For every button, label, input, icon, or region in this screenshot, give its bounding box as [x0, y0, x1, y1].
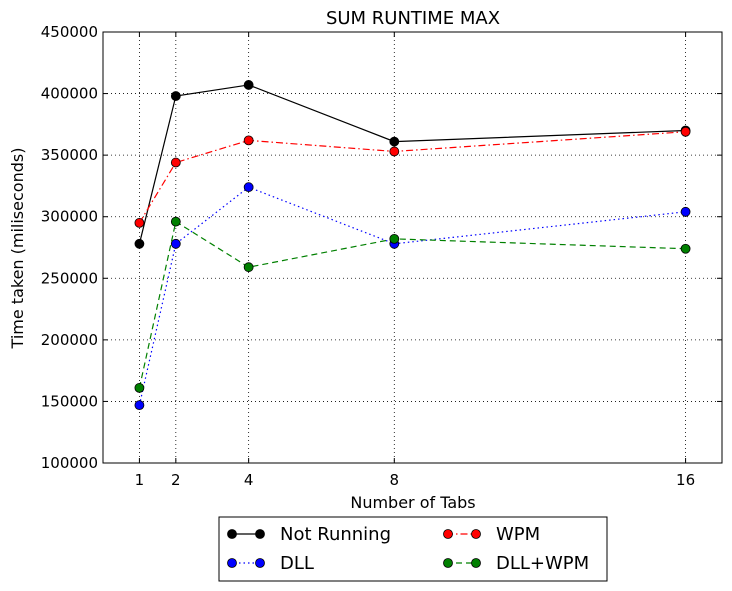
series-wpm	[134, 126, 691, 228]
series-dll-wpm	[134, 216, 691, 393]
data-point	[243, 135, 254, 146]
legend-entry: WPM	[443, 524, 540, 545]
x-tick-label: 2	[171, 471, 181, 489]
data-point	[243, 262, 254, 273]
y-tick-label: 150000	[41, 392, 98, 410]
legend-marker	[255, 529, 265, 539]
legend-frame	[218, 516, 608, 582]
legend-marker	[255, 558, 265, 568]
data-point	[389, 136, 400, 147]
legend-entry: Not Running	[227, 524, 391, 545]
plot-frame	[102, 31, 723, 464]
series-layer	[134, 80, 691, 411]
legend-entry: DLL	[227, 553, 314, 574]
data-point	[134, 238, 145, 249]
y-tick-label: 350000	[41, 146, 98, 164]
series-dll	[134, 182, 691, 411]
y-tick-label: 400000	[41, 85, 98, 103]
y-axis-label: Time taken (miliseconds)	[8, 148, 27, 350]
y-tick-label: 300000	[41, 208, 98, 226]
data-point	[170, 91, 181, 101]
data-point	[134, 400, 145, 411]
x-tick-label: 16	[676, 471, 695, 489]
legend-label: DLL	[280, 553, 314, 574]
data-point	[134, 217, 145, 228]
x-axis-label: Number of Tabs	[350, 493, 475, 512]
legend-marker	[471, 529, 481, 539]
x-tick-label: 8	[390, 471, 400, 489]
legend: Not Running DLL WPM DLL+WPM	[218, 516, 608, 582]
legend-label: DLL+WPM	[496, 553, 589, 574]
series-line	[138, 84, 686, 244]
data-point	[134, 382, 145, 393]
x-tick-label: 1	[135, 471, 145, 489]
data-point	[680, 243, 691, 254]
series-not-running	[134, 80, 691, 249]
series-line	[138, 131, 686, 224]
y-tick-label: 450000	[41, 23, 98, 41]
data-point	[170, 238, 181, 249]
grid	[103, 31, 722, 464]
data-point	[243, 80, 254, 90]
data-point	[680, 126, 691, 137]
x-tick-label: 4	[244, 471, 254, 489]
legend-label: Not Running	[280, 524, 391, 545]
data-point	[680, 206, 691, 217]
legend-label: WPM	[496, 524, 540, 545]
y-tick-label: 200000	[41, 331, 98, 349]
legend-marker	[443, 529, 453, 539]
data-point	[243, 182, 254, 193]
y-tick-label: 100000	[41, 454, 98, 472]
legend-marker	[443, 558, 453, 568]
legend-entry: DLL+WPM	[443, 553, 589, 574]
data-point	[389, 233, 400, 244]
legend-marker	[471, 558, 481, 568]
series-line	[138, 220, 686, 389]
data-point	[170, 157, 181, 168]
series-line	[138, 186, 686, 406]
data-point	[389, 146, 400, 157]
legend-marker	[227, 529, 237, 539]
chart-title: SUM RUNTIME MAX	[326, 8, 500, 29]
ticks: 1 2 4 8 16 100000 150000 200000 250000 300000 3500…	[41, 23, 722, 489]
data-point	[170, 216, 181, 227]
legend-marker	[227, 558, 237, 568]
y-tick-label: 250000	[41, 269, 98, 287]
